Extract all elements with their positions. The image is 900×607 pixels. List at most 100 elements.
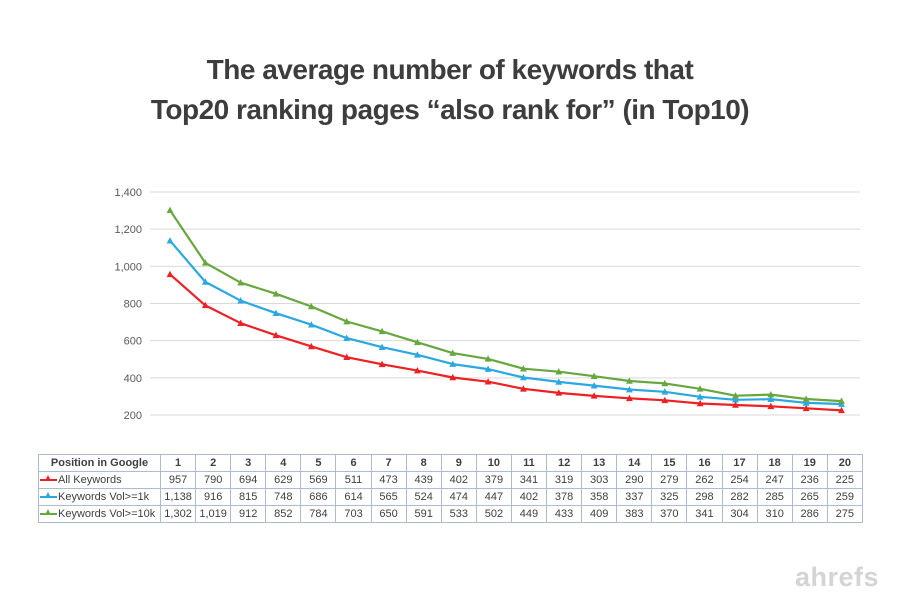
data-point-marker xyxy=(661,379,669,387)
value-cell: 852 xyxy=(265,505,302,523)
data-table: Position in Google 1 2 3 4 5 6 7 8 9 10 11 12 13 14 15 1… xyxy=(38,454,863,523)
data-point-marker xyxy=(838,406,845,414)
value-cell: 447 xyxy=(475,488,512,506)
value-cell: 262 xyxy=(686,471,723,489)
value-cell: 569 xyxy=(300,471,337,489)
value-cell: 247 xyxy=(756,471,793,489)
series-name: Keywords Vol>=10k xyxy=(58,508,156,520)
y-tick-label: 1,200 xyxy=(114,224,142,236)
value-cell: 790 xyxy=(195,471,232,489)
value-cell: 912 xyxy=(230,505,267,523)
value-cell: 784 xyxy=(300,505,337,523)
value-cell: 1,019 xyxy=(195,505,232,523)
value-cell: 439 xyxy=(405,471,442,489)
value-cell: 409 xyxy=(581,505,618,523)
position-header-cell: 13 xyxy=(581,454,618,472)
value-cell: 1,138 xyxy=(159,488,197,506)
value-cell: 703 xyxy=(335,505,372,523)
value-cell: 686 xyxy=(300,488,337,506)
y-tick-label: 600 xyxy=(124,336,142,348)
position-header-cell: 19 xyxy=(791,454,828,472)
data-point-marker xyxy=(166,237,174,244)
data-point-marker xyxy=(696,399,704,407)
position-header-cell: 8 xyxy=(405,454,442,472)
y-tick-label: 400 xyxy=(124,373,142,385)
data-point-marker xyxy=(590,382,598,389)
position-header-cell: 20 xyxy=(826,454,863,472)
value-cell: 259 xyxy=(826,488,863,506)
data-point-marker xyxy=(307,321,315,328)
table-row: All Keywords 957 790 694 629 569 511 473 439 402 3… xyxy=(38,471,863,489)
ahrefs-logo: ahrefs xyxy=(794,562,879,592)
legend-line-marker-icon xyxy=(40,509,57,518)
value-cell: 383 xyxy=(616,505,653,523)
data-point-marker xyxy=(767,390,775,398)
data-point-marker xyxy=(767,402,775,410)
value-cell: 285 xyxy=(756,488,793,506)
data-point-marker xyxy=(343,334,351,341)
data-point-marker xyxy=(484,355,492,362)
data-point-marker xyxy=(272,290,280,297)
value-cell: 473 xyxy=(370,471,407,489)
legend-line-marker-icon xyxy=(40,492,57,501)
value-cell: 290 xyxy=(616,471,653,489)
data-point-marker xyxy=(590,392,598,399)
data-point-marker xyxy=(166,206,174,214)
data-point-marker xyxy=(166,270,174,278)
y-tick-label: 200 xyxy=(124,410,142,422)
value-cell: 694 xyxy=(230,471,267,489)
data-point-marker xyxy=(449,360,457,367)
value-cell: 591 xyxy=(405,505,442,523)
legend-line-marker-icon xyxy=(40,475,57,484)
value-cell: 614 xyxy=(335,488,372,506)
data-point-marker xyxy=(201,301,209,309)
data-point-marker xyxy=(802,395,810,402)
position-header-cell: 9 xyxy=(440,454,477,472)
series-label-cell: All Keywords xyxy=(38,471,161,489)
value-cell: 474 xyxy=(440,488,477,506)
position-header-cell: 7 xyxy=(370,454,407,472)
data-point-marker xyxy=(307,302,315,310)
position-header-cell: 3 xyxy=(230,454,267,472)
chart-title-line2: Top20 ranking pages “also rank for” (in … xyxy=(150,94,750,125)
chart-title: The average number of keywords that Top2… xyxy=(0,50,900,130)
data-point-marker xyxy=(449,349,457,356)
value-cell: 225 xyxy=(826,471,863,489)
data-point-marker xyxy=(838,397,845,404)
value-cell: 304 xyxy=(721,505,758,523)
data-point-marker xyxy=(732,396,739,403)
data-point-marker xyxy=(378,360,386,368)
value-cell: 815 xyxy=(230,488,267,506)
value-cell: 524 xyxy=(405,488,442,506)
data-point-marker xyxy=(696,385,704,392)
value-cell: 449 xyxy=(510,505,548,523)
data-point-marker xyxy=(555,378,563,385)
series-line xyxy=(169,209,842,403)
data-point-marker xyxy=(555,389,563,396)
position-header-cell: 1 xyxy=(159,454,197,472)
data-point-marker xyxy=(555,368,563,375)
series-label-cell: Keywords Vol>=1k xyxy=(38,488,161,506)
data-point-marker xyxy=(520,373,527,381)
value-cell: 565 xyxy=(370,488,407,506)
value-cell: 279 xyxy=(651,471,688,489)
series-line xyxy=(169,273,842,412)
position-header-cell: 6 xyxy=(335,454,372,472)
data-point-marker xyxy=(237,279,245,286)
data-point-marker xyxy=(626,385,633,393)
value-cell: 378 xyxy=(546,488,583,506)
table-row: Keywords Vol>=1k 1,138 916 815 748 686 614 565 5… xyxy=(38,488,863,506)
data-point-marker xyxy=(272,331,280,339)
data-point-marker xyxy=(272,309,280,316)
value-cell: 310 xyxy=(756,505,793,523)
value-cell: 358 xyxy=(581,488,618,506)
value-cell: 337 xyxy=(616,488,653,506)
line-chart: 200 400 600 800 1,000 1,200 1,400 xyxy=(114,187,860,422)
value-cell: 286 xyxy=(791,505,828,523)
value-cell: 650 xyxy=(370,505,407,523)
value-cell: 236 xyxy=(791,471,828,489)
value-cell: 379 xyxy=(475,471,512,489)
data-point-marker xyxy=(201,259,209,266)
position-header-cell: 5 xyxy=(300,454,337,472)
